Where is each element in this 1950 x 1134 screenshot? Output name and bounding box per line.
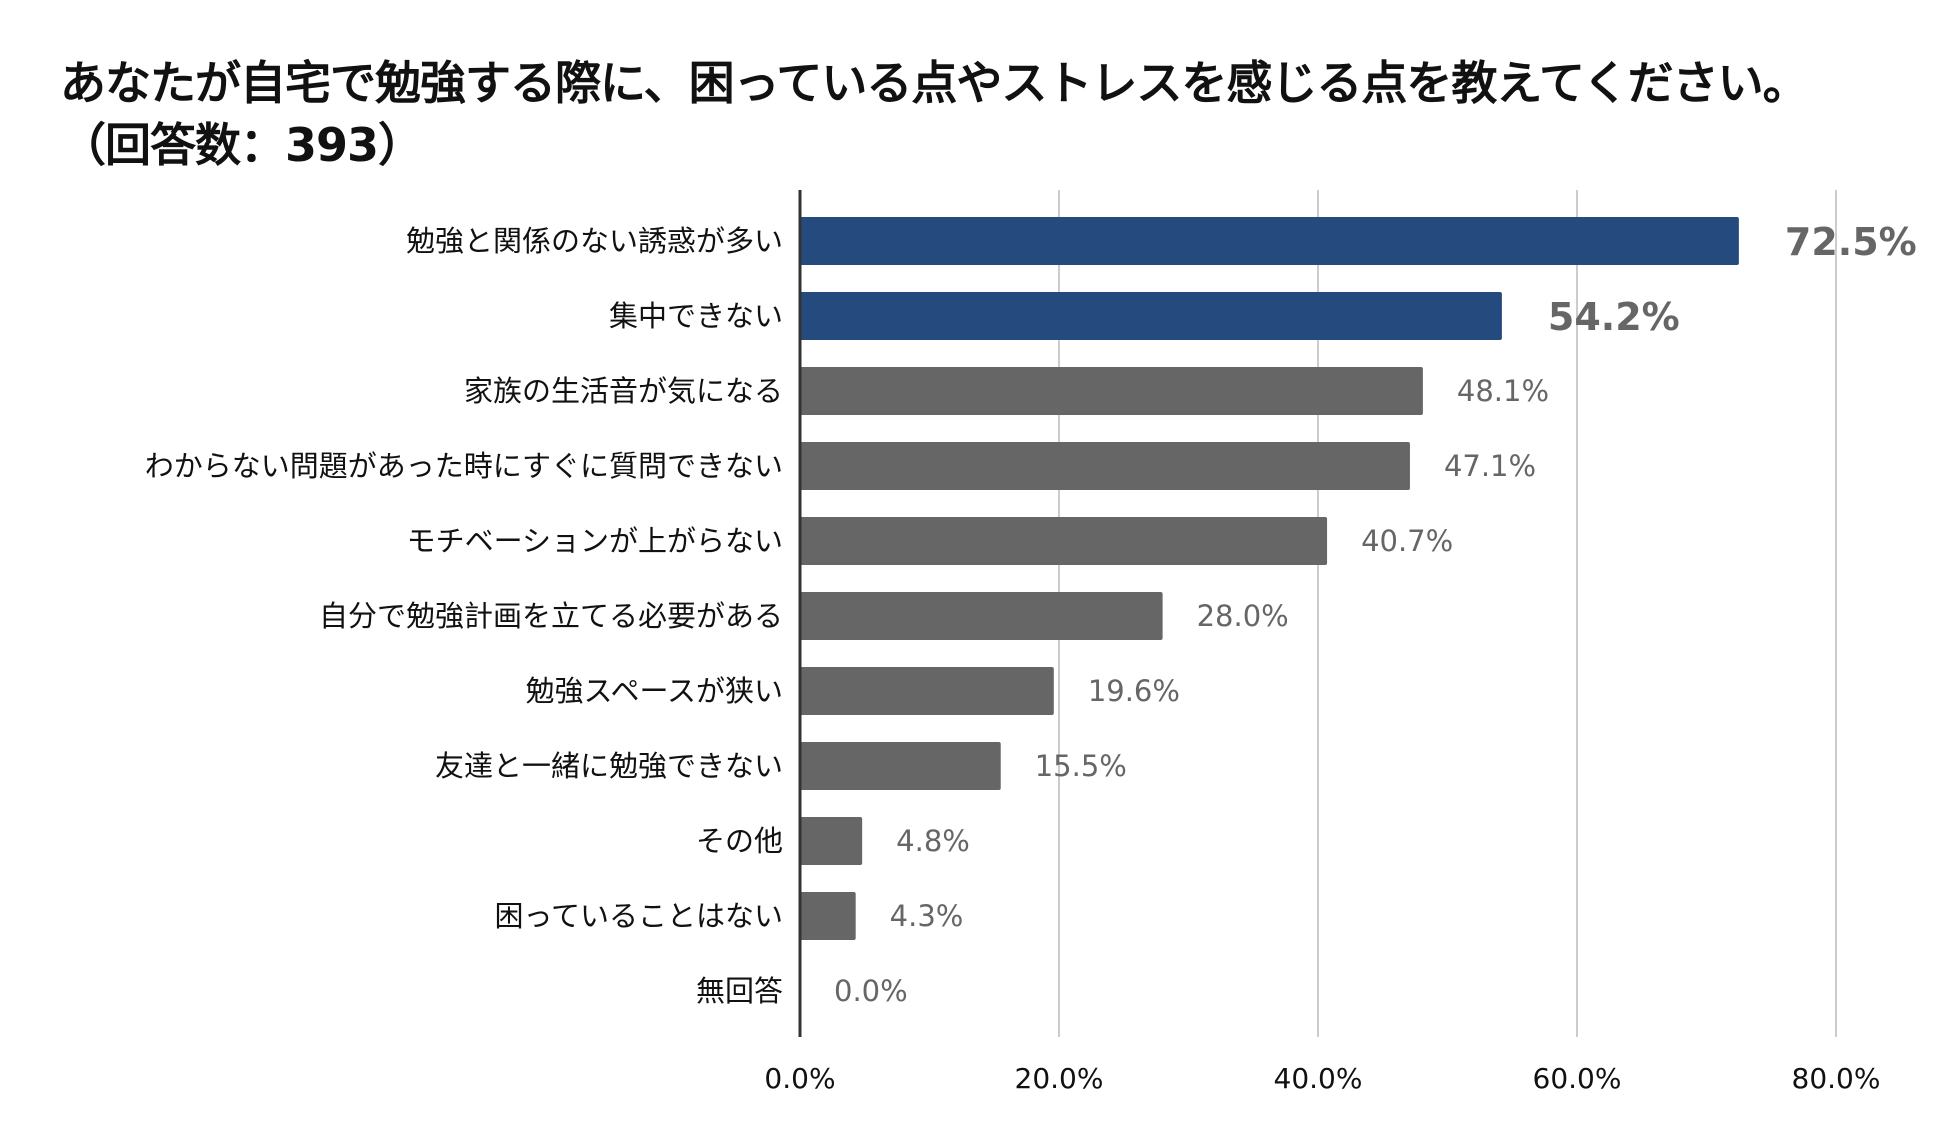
category-labels: 勉強と関係のない誘惑が多い集中できない家族の生活音が気になるわからない問題があっ… — [145, 224, 783, 1008]
category-label: 勉強と関係のない誘惑が多い — [406, 224, 783, 258]
data-label: 4.8% — [896, 824, 970, 858]
data-label: 54.2% — [1548, 295, 1680, 339]
x-tick-labels: 0.0% 20.0% 40.0% 60.0% 80.0% — [764, 1062, 1880, 1095]
x-tick-label: 0.0% — [764, 1062, 835, 1095]
bar — [800, 742, 1001, 790]
data-label: 28.0% — [1197, 599, 1289, 633]
data-label: 72.5% — [1785, 220, 1917, 264]
x-tick-label: 80.0% — [1792, 1062, 1881, 1095]
bars — [800, 217, 1739, 940]
bar — [800, 592, 1163, 640]
x-tick-label: 20.0% — [1015, 1062, 1104, 1095]
category-label: その他 — [696, 824, 783, 858]
bar — [800, 367, 1423, 415]
bar — [800, 892, 856, 940]
category-label: 勉強スペースが狭い — [525, 674, 783, 708]
data-label: 4.3% — [890, 899, 964, 933]
data-label: 15.5% — [1035, 749, 1127, 783]
category-label: 友達と一緒に勉強できない — [435, 749, 783, 783]
chart-title-line-2: （回答数：393） — [60, 118, 424, 172]
bar — [800, 442, 1410, 490]
category-label: 困っていることはない — [494, 899, 783, 933]
data-label: 0.0% — [834, 974, 908, 1008]
chart-title: あなたが自宅で勉強する際に、困っている点やストレスを感じる点を教えてください。 … — [60, 52, 1809, 176]
chart-title-line-1: あなたが自宅で勉強する際に、困っている点やストレスを感じる点を教えてください。 — [60, 56, 1809, 110]
category-label: モチベーションが上がらない — [407, 524, 783, 558]
bar — [800, 217, 1739, 265]
bar — [800, 292, 1502, 340]
category-label: 家族の生活音が気になる — [464, 374, 783, 408]
data-label: 47.1% — [1444, 449, 1536, 483]
x-tick-label: 60.0% — [1533, 1062, 1622, 1095]
bar — [800, 517, 1328, 565]
category-label: 集中できない — [609, 299, 783, 333]
bar — [800, 667, 1054, 715]
data-label: 48.1% — [1457, 374, 1549, 408]
category-label: わからない問題があった時にすぐに質問できない — [145, 449, 783, 483]
category-label: 自分で勉強計画を立てる必要がある — [319, 599, 783, 633]
value-labels: 72.5% 54.2% 48.1% 47.1% 40.7% 28.0% 19.6% 15.5%… — [834, 220, 1917, 1008]
x-tick-label: 40.0% — [1274, 1062, 1363, 1095]
data-label: 19.6% — [1088, 674, 1180, 708]
category-label: 無回答 — [696, 974, 783, 1008]
bar — [800, 817, 863, 865]
data-label: 40.7% — [1361, 524, 1453, 558]
